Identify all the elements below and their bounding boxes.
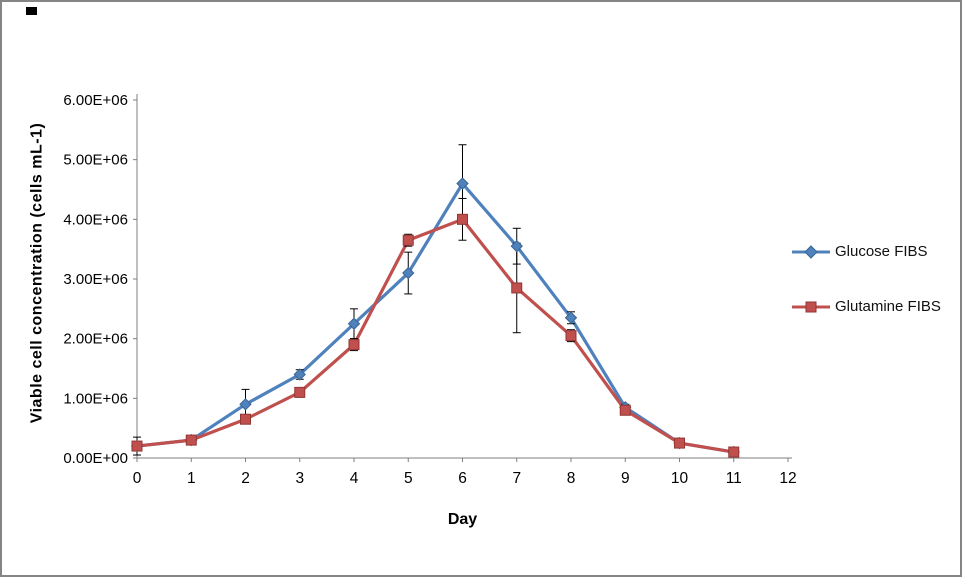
y-tick-label: 4.00E+06 (63, 211, 128, 228)
data-point[interactable] (511, 282, 523, 294)
glutamine-series-marker-icon (792, 301, 830, 312)
legend: Glucose FIBS Glutamine FIBS (791, 243, 941, 315)
data-point[interactable] (402, 234, 414, 246)
x-tick-label: 1 (187, 470, 196, 487)
data-point[interactable] (564, 311, 578, 324)
y-tick-label: 0.00E+00 (63, 450, 128, 467)
glucose-series-marker-icon (792, 244, 830, 259)
legend-item-glutamine[interactable]: Glutamine FIBS (791, 298, 941, 315)
x-tick-label: 6 (458, 470, 467, 487)
data-point[interactable] (510, 239, 523, 253)
data-point[interactable] (728, 446, 740, 458)
x-tick-label: 10 (671, 470, 689, 487)
stray-mark (26, 7, 37, 15)
x-tick-label: 12 (779, 470, 796, 487)
data-point[interactable] (456, 177, 469, 190)
data-point[interactable] (347, 317, 361, 330)
data-point[interactable] (402, 266, 415, 280)
data-point[interactable] (185, 434, 197, 446)
legend-item-glucose[interactable]: Glucose FIBS (791, 243, 941, 260)
x-tick-label: 4 (350, 470, 359, 487)
series-line-square (135, 217, 736, 454)
x-tick-label: 8 (567, 470, 576, 487)
y-tick-label: 1.00E+06 (63, 390, 128, 407)
data-point[interactable] (293, 368, 306, 381)
x-tick-label: 5 (404, 470, 413, 487)
data-point[interactable] (619, 404, 631, 416)
y-tick-label: 2.00E+06 (63, 331, 128, 348)
x-tick-label: 9 (621, 470, 630, 487)
series-line-diamond (135, 181, 736, 454)
data-point[interactable] (294, 386, 306, 398)
data-point[interactable] (131, 440, 143, 452)
data-point[interactable] (457, 213, 468, 225)
y-axis-title: Viable cell concentration (cells mL-1) (28, 122, 46, 424)
data-point[interactable] (674, 437, 685, 449)
x-tick-label: 2 (241, 470, 250, 487)
legend-label-glucose: Glucose FIBS (835, 243, 928, 260)
x-tick-label: 0 (133, 470, 142, 487)
series-markers-square (131, 213, 740, 458)
y-tick-label: 6.00E+06 (63, 92, 128, 109)
x-tick-label: 7 (512, 470, 521, 487)
y-tick-label: 5.00E+06 (63, 152, 128, 169)
data-point[interactable] (240, 413, 251, 425)
data-point[interactable] (565, 330, 577, 342)
x-axis-title: Day (447, 511, 478, 528)
y-tick-label: 3.00E+06 (63, 271, 128, 288)
data-point[interactable] (348, 339, 360, 351)
x-tick-label: 3 (295, 470, 304, 487)
legend-label-glutamine: Glutamine FIBS (835, 298, 941, 315)
series-markers-diamond (130, 177, 740, 459)
x-tick-label: 11 (726, 470, 742, 487)
data-point[interactable] (239, 398, 252, 411)
